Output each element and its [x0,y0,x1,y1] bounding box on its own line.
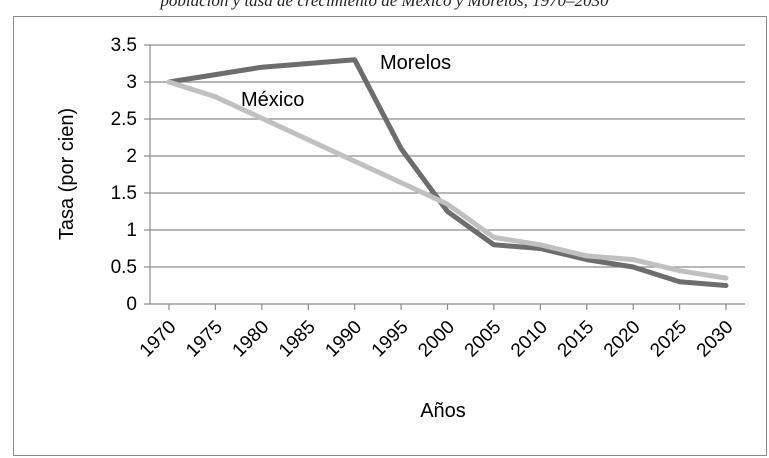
x-tick-label: 2015 [554,317,599,362]
x-tick-label: 2010 [507,317,552,362]
x-axis-title: Años [420,400,466,422]
x-tick-label: 2025 [646,317,691,362]
x-tick-label: 2000 [414,317,459,362]
y-tick-label: 0 [126,294,137,315]
series-line-morelos [166,57,729,288]
y-tick-label: 3 [126,72,137,93]
x-tick-label: 1990 [321,317,366,362]
x-tick-label: 1985 [275,317,320,362]
series-line-mxico [166,79,729,281]
x-tick-label: 2005 [461,317,506,362]
x-tick-label: 1995 [368,317,413,362]
figure-caption: población y tasa de crecimiento de Méxic… [160,0,609,10]
series-label: Morelos [380,52,451,74]
y-tick-label: 3.5 [111,35,137,56]
x-tick-label: 1975 [182,317,227,362]
caption-strip: población y tasa de crecimiento de Méxic… [0,0,769,14]
x-tick-label: 2030 [693,317,738,362]
chart-frame [13,16,767,456]
y-tick-label: 1 [126,220,137,241]
x-tick-label: 1970 [136,317,181,362]
y-tick-label: 2 [126,146,137,167]
y-axis-title: Tasa (por cien) [56,108,78,240]
series-label: México [241,89,304,111]
x-tick-label: 2020 [600,317,645,362]
y-tick-label: 0.5 [111,257,137,278]
y-tick-label: 1.5 [111,183,137,204]
y-tick-label: 2.5 [111,109,137,130]
x-tick-label: 1980 [229,317,274,362]
